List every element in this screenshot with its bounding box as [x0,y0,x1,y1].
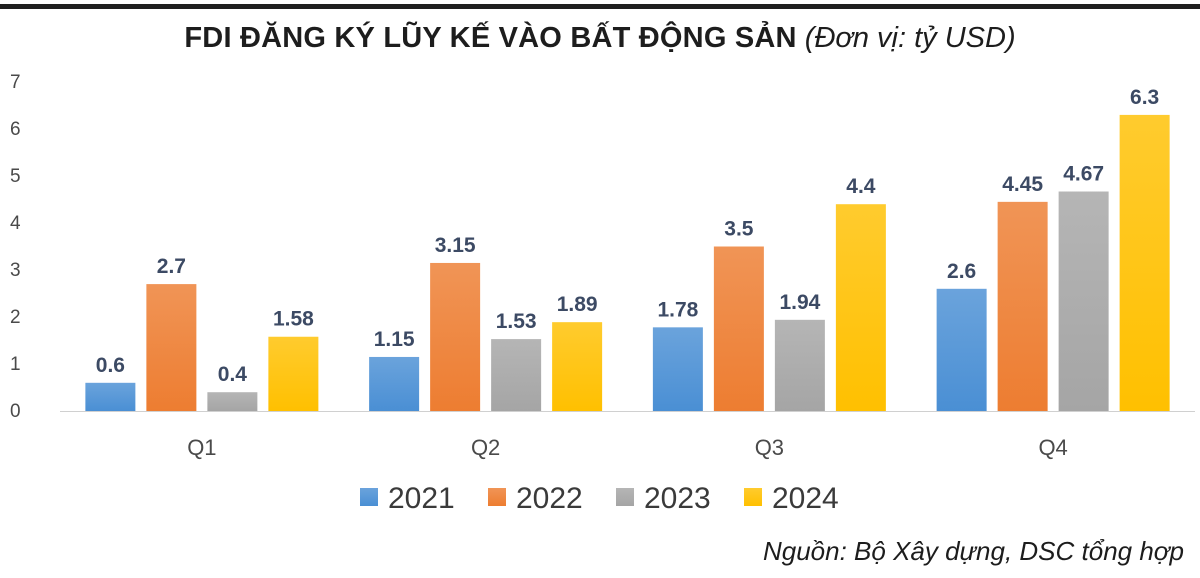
data-label: 6.3 [1130,86,1159,109]
y-tick-label: 0 [10,401,21,422]
bar-2023-Q4 [1058,191,1109,411]
bar-2023-Q1 [207,392,258,411]
y-tick-label: 2 [10,307,21,328]
bar-2022-Q4 [997,201,1048,411]
legend-label-2022: 2022 [516,482,583,515]
x-tick-label: Q3 [755,435,784,460]
bar-2021-Q3 [652,327,703,411]
chart-title-unit: (Đơn vị: tỷ USD) [804,22,1016,54]
data-label: 2.6 [947,260,976,283]
data-label: 2.7 [157,255,186,278]
legend-label-2024: 2024 [772,482,839,515]
bar-2022-Q2 [430,262,481,411]
data-label: 1.89 [557,293,598,316]
data-label: 1.53 [496,310,537,333]
bar-2024-Q3 [835,204,886,411]
data-label: 0.4 [218,363,248,386]
data-label: 1.15 [374,328,415,351]
bar-2023-Q3 [774,319,825,411]
data-label: 1.94 [779,291,820,314]
data-label: 0.6 [96,354,125,377]
x-tick-label: Q1 [187,435,216,460]
top-rule [0,4,1200,9]
bar-2024-Q2 [552,322,603,411]
data-label: 4.45 [1002,173,1043,196]
chart-title-main: FDI ĐĂNG KÝ LŨY KẾ VÀO BẤT ĐỘNG SẢN [184,22,797,54]
x-tick-label: Q4 [1038,435,1067,460]
data-label: 4.4 [846,175,876,198]
legend-label-2023: 2023 [644,482,711,515]
source-note: Nguồn: Bộ Xây dựng, DSC tổng hợp [762,536,1184,566]
data-label: 1.58 [273,308,314,331]
y-tick-label: 5 [10,166,21,187]
data-label: 1.78 [657,298,698,321]
x-tick-label: Q2 [471,435,500,460]
bar-2021-Q2 [369,356,420,411]
legend-label-2021: 2021 [388,482,455,515]
data-label: 3.15 [435,234,476,257]
legend-swatch-2022 [488,488,506,506]
bar-2022-Q1 [146,284,197,411]
y-tick-label: 6 [10,119,21,140]
legend-swatch-2023 [616,488,634,506]
bar-2021-Q1 [85,382,136,411]
y-tick-label: 1 [10,354,21,375]
bar-2023-Q2 [491,339,542,411]
data-label: 4.67 [1063,163,1104,186]
y-tick-label: 7 [10,72,21,93]
bar-2022-Q3 [713,246,764,411]
y-tick-label: 3 [10,260,21,281]
bar-2021-Q4 [936,288,987,411]
legend-swatch-2024 [744,488,762,506]
y-tick-label: 4 [10,213,21,234]
bar-2024-Q4 [1119,114,1170,412]
bar-2024-Q1 [268,336,319,411]
data-label: 3.5 [724,218,754,241]
legend-swatch-2021 [360,488,378,506]
chart-title: FDI ĐĂNG KÝ LŨY KẾ VÀO BẤT ĐỘNG SẢN (Đơn… [0,22,1200,55]
